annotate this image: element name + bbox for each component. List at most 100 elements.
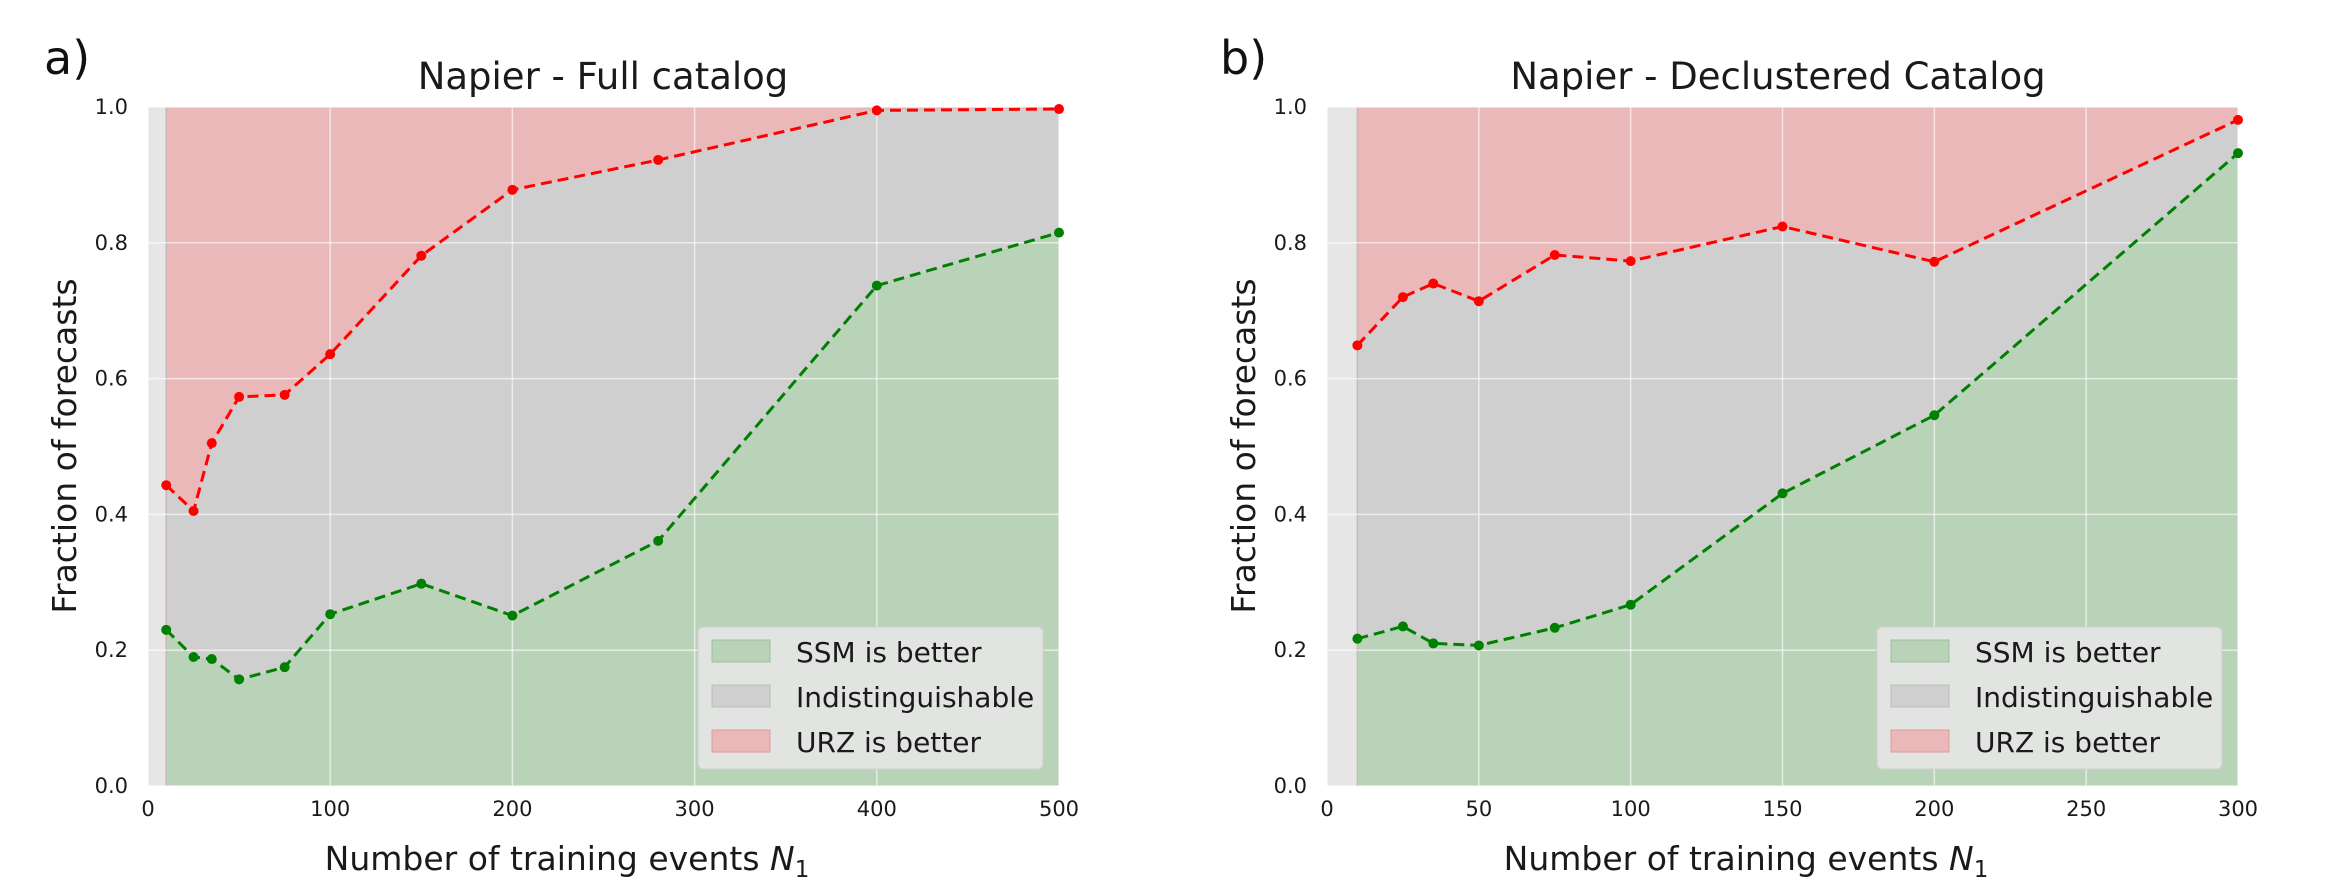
panel-b-xtick-label: 300	[2218, 797, 2258, 821]
panel-a-point-urz	[1054, 104, 1064, 115]
panel-a-point-urz	[206, 438, 217, 449]
panel-a-xtick-label: 500	[1039, 797, 1079, 821]
panel-a-point-ssm	[507, 610, 518, 621]
panel-a-point-ssm	[1054, 227, 1064, 238]
panel-a-legend-swatch-ssm	[711, 639, 771, 663]
panel-b-point-ssm	[1473, 640, 1484, 651]
panel-a-ytick-label: 1.0	[95, 95, 128, 119]
panel-a-point-ssm	[234, 674, 245, 685]
panel-a-point-ssm	[206, 654, 217, 665]
panel-b-point-ssm	[2233, 148, 2243, 159]
panel-a-xtick-label: 200	[492, 797, 532, 821]
panel-a-point-ssm	[161, 624, 172, 635]
panel-a-ytick-label: 0.0	[95, 774, 128, 798]
panel-a-xlabel-text: Number of training events	[325, 839, 760, 878]
panel-b-title: Napier - Declustered Catalog	[1510, 55, 2045, 98]
panel-a-legend-swatch-indist	[711, 684, 771, 708]
panel-a-xlabel-sub: 1	[795, 857, 810, 882]
panel-a-point-ssm	[416, 578, 427, 589]
panel-a-area-indistinguishable	[166, 109, 1059, 680]
panel-a-point-urz	[188, 506, 199, 517]
panel-b-xlabel-text: Number of training events	[1504, 839, 1939, 878]
panel-b-point-urz	[1777, 221, 1788, 232]
panel-a-legend-label-ssm: SSM is better	[796, 636, 982, 669]
panel-a-ytick-label: 0.8	[95, 231, 128, 255]
panel-b-ylabel: Fraction of forecasts	[1224, 278, 1263, 613]
panel-b-xlabel-sub: 1	[1974, 857, 1989, 882]
panel-a-title: Napier - Full catalog	[418, 55, 789, 98]
panel-b-ytick-label: 0.8	[1274, 231, 1307, 255]
panel-b-point-ssm	[1428, 638, 1439, 649]
panel-a-xlabel-symbol: N	[770, 839, 795, 878]
panel-b-legend: SSM is better Indistinguishable URZ is b…	[1876, 626, 2223, 770]
panel-b-label: b)	[1220, 31, 1267, 85]
panel-a-point-urz	[653, 154, 664, 165]
panel-b-xtick-label: 150	[1762, 797, 1802, 821]
panel-b-legend-label-urz: URZ is better	[1975, 726, 2160, 759]
panel-a: a) Napier - Full catalog 0 100 200 300 400 50…	[44, 31, 1079, 882]
panel-b-point-ssm	[1352, 633, 1363, 644]
panel-a-legend-frame	[697, 626, 1044, 770]
panel-b-ytick-label: 0.0	[1274, 774, 1307, 798]
panel-b-point-urz	[1397, 292, 1408, 303]
panel-b-xlabel: Number of training events N1	[1504, 839, 1989, 882]
panel-a-point-ssm	[325, 609, 336, 620]
panel-a-ytick-label: 0.2	[95, 638, 128, 662]
panel-a-xtick-label: 100	[310, 797, 350, 821]
panel-a-point-ssm	[871, 280, 882, 291]
panel-a-point-urz	[507, 184, 518, 195]
panel-b-line-urz	[1356, 118, 2239, 347]
panel-b-area-urz	[1357, 107, 2238, 346]
panel-b-ytick-label: 0.6	[1274, 367, 1307, 391]
panel-a-point-ssm	[279, 662, 290, 673]
panel-a-point-urz	[161, 480, 172, 491]
panel-b-ytick-label: 0.2	[1274, 638, 1307, 662]
panel-b-point-urz	[1352, 340, 1363, 351]
panel-b-xlabel-symbol: N	[1949, 839, 1974, 878]
panel-b-legend-frame	[1876, 626, 2223, 770]
panel-a-ytick-label: 0.6	[95, 367, 128, 391]
panel-a-xlabel: Number of training events N1	[325, 839, 810, 882]
panel-b-xtick-label: 0	[1320, 797, 1333, 821]
panel-b-point-ssm	[1929, 410, 1940, 421]
panel-a-line-urz	[165, 107, 1060, 514]
panel-b-point-urz	[1549, 250, 1560, 261]
panel-a-point-ssm	[188, 651, 199, 662]
panel-b-xtick-label: 50	[1465, 797, 1492, 821]
panel-b-point-ssm	[1549, 622, 1560, 633]
panel-b-legend-swatch-urz	[1890, 729, 1950, 753]
panel-b-point-urz	[1428, 278, 1439, 289]
panel-b-legend-swatch-ssm	[1890, 639, 1950, 663]
panel-a-area-urz	[166, 107, 1059, 511]
panel-a-label: a)	[44, 31, 90, 85]
panel-a-legend-label-indist: Indistinguishable	[796, 681, 1034, 714]
panel-a-legend-swatch-urz	[711, 729, 771, 753]
panel-b-point-urz	[1625, 256, 1636, 267]
panel-b-ytick-label: 0.4	[1274, 502, 1307, 526]
panel-b-ytick-label: 1.0	[1274, 95, 1307, 119]
panel-b: b) Napier - Declustered Catalog 0 50 100 15…	[1220, 31, 2258, 882]
panel-a-point-ssm	[653, 535, 664, 546]
panel-a-legend: SSM is better Indistinguishable URZ is b…	[697, 626, 1044, 770]
panel-a-point-urz	[234, 391, 245, 402]
panel-b-point-urz	[2233, 114, 2243, 125]
panel-a-point-urz	[416, 250, 427, 261]
panel-b-point-ssm	[1625, 599, 1636, 610]
panel-a-xtick-label: 400	[857, 797, 897, 821]
panel-b-point-ssm	[1397, 621, 1408, 632]
panel-b-legend-swatch-indist	[1890, 684, 1950, 708]
panel-a-ylabel: Fraction of forecasts	[45, 278, 84, 613]
panel-b-point-urz	[1473, 296, 1484, 307]
panel-a-ytick-label: 0.4	[95, 502, 128, 526]
panel-b-legend-label-ssm: SSM is better	[1975, 636, 2161, 669]
panel-b-legend-label-indist: Indistinguishable	[1975, 681, 2213, 714]
panel-b-point-urz	[1929, 256, 1940, 267]
panel-a-legend-label-urz: URZ is better	[796, 726, 981, 759]
panel-b-point-ssm	[1777, 488, 1788, 499]
panel-a-point-urz	[279, 389, 290, 400]
panel-a-point-urz	[871, 105, 882, 116]
panel-b-xtick-label: 200	[1914, 797, 1954, 821]
panel-b-xtick-label: 250	[2066, 797, 2106, 821]
panel-b-xtick-label: 100	[1611, 797, 1651, 821]
